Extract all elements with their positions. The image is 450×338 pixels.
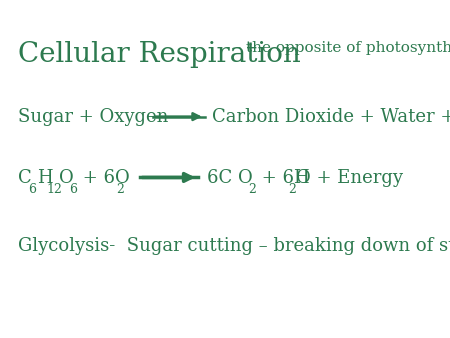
Text: O + Energy: O + Energy bbox=[296, 169, 403, 187]
Text: 12: 12 bbox=[47, 183, 63, 195]
Text: 6: 6 bbox=[28, 183, 36, 195]
Text: + 6H: + 6H bbox=[256, 169, 309, 187]
Text: Carbon Dioxide + Water + Energy: Carbon Dioxide + Water + Energy bbox=[212, 108, 450, 126]
Text: 6C O: 6C O bbox=[207, 169, 253, 187]
Text: H: H bbox=[37, 169, 53, 187]
Text: Glycolysis-  Sugar cutting – breaking down of sugar: Glycolysis- Sugar cutting – breaking dow… bbox=[18, 237, 450, 255]
Text: O: O bbox=[58, 169, 73, 187]
Text: C: C bbox=[18, 169, 32, 187]
Text: 2: 2 bbox=[248, 183, 256, 195]
Text: Sugar + Oxygen: Sugar + Oxygen bbox=[18, 108, 168, 126]
Text: - the opposite of photosynthesis: - the opposite of photosynthesis bbox=[236, 41, 450, 54]
Text: 6: 6 bbox=[69, 183, 77, 195]
Text: 2: 2 bbox=[288, 183, 296, 195]
Text: + 6O: + 6O bbox=[77, 169, 130, 187]
Text: Cellular Respiration: Cellular Respiration bbox=[18, 41, 301, 68]
Text: 2: 2 bbox=[116, 183, 124, 195]
